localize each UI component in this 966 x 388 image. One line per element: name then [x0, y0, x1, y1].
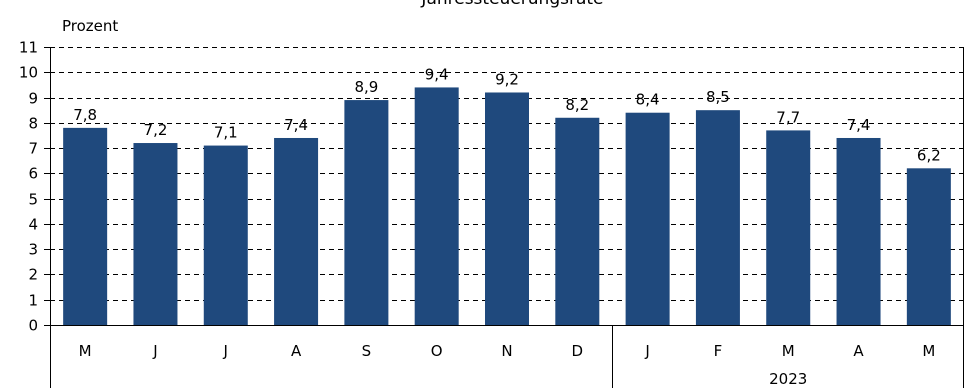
value-label: 9,2 — [495, 70, 519, 88]
y-axis-unit-label: Prozent — [62, 17, 118, 35]
year-label: 2023 — [769, 370, 807, 388]
bar — [695, 110, 740, 325]
chart-title: -Jahressteuerungsrate- — [414, 0, 609, 9]
value-label: 7,8 — [73, 106, 97, 124]
bar — [274, 137, 319, 325]
y-tick-label: 7 — [28, 140, 38, 158]
bar — [63, 127, 108, 325]
x-tick-label: J — [223, 342, 228, 360]
y-tick-label: 11 — [19, 39, 38, 57]
year-labels: 2023 — [769, 370, 807, 388]
bar — [906, 168, 951, 325]
value-label: 6,2 — [917, 146, 941, 164]
bar — [555, 117, 600, 325]
y-tick-label: 9 — [28, 90, 38, 108]
value-label: 8,4 — [636, 91, 660, 109]
value-label: 9,4 — [425, 65, 449, 83]
x-tick-label: M — [79, 342, 92, 360]
x-tick-label: M — [922, 342, 935, 360]
x-tick-label: F — [714, 342, 723, 360]
value-labels: 7,8 7,2 7,1 7,4 8,9 9,4 9,2 8,2 8,4 8,5 7,7 7,4 6,2 — [73, 65, 941, 164]
x-tick-label: A — [853, 342, 864, 360]
value-label: 7,7 — [776, 108, 800, 126]
bar — [133, 143, 178, 325]
y-tick-label: 4 — [28, 216, 38, 234]
bar — [203, 145, 248, 325]
y-tick-label: 8 — [28, 115, 38, 133]
y-tick-label: 2 — [28, 266, 38, 284]
x-tick-label: D — [572, 342, 584, 360]
x-tick-label: M — [782, 342, 795, 360]
x-tick-label: A — [291, 342, 302, 360]
value-label: 7,4 — [847, 116, 871, 134]
x-tick-label: O — [431, 342, 443, 360]
bar — [766, 130, 811, 325]
value-label: 8,9 — [354, 78, 378, 96]
y-tick-label: 6 — [28, 165, 38, 183]
axes — [50, 47, 964, 388]
value-label: 7,1 — [214, 124, 238, 142]
y-tick-label: 10 — [19, 64, 38, 82]
bars — [63, 87, 951, 325]
y-tick-labels: 0 1 2 3 4 5 6 7 8 9 10 11 — [19, 39, 50, 335]
x-tick-label: S — [362, 342, 372, 360]
value-label: 8,5 — [706, 88, 730, 106]
value-label: 8,2 — [565, 96, 589, 114]
bar — [344, 100, 389, 325]
value-label: 7,4 — [284, 116, 308, 134]
x-tick-label: N — [501, 342, 512, 360]
y-tick-label: 0 — [28, 317, 38, 335]
x-tick-label: J — [152, 342, 157, 360]
bar — [414, 87, 459, 325]
bar — [485, 92, 529, 325]
value-label: 7,2 — [144, 121, 168, 139]
bar — [625, 112, 670, 325]
x-tick-label: J — [644, 342, 649, 360]
bar — [836, 137, 881, 325]
y-tick-label: 3 — [28, 241, 38, 259]
y-tick-label: 5 — [28, 191, 38, 209]
y-tick-label: 1 — [28, 292, 38, 310]
